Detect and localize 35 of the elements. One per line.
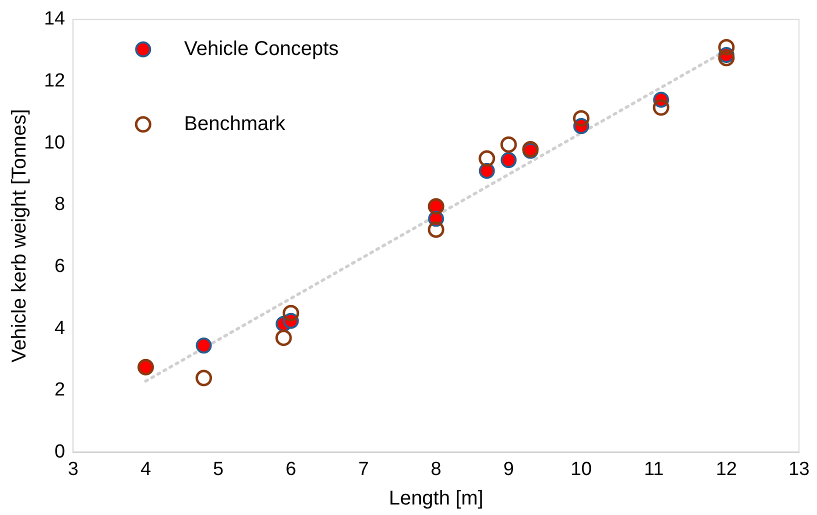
- y-axis-title: Vehicle kerb weight [Tonnes]: [8, 109, 31, 363]
- x-tick-label: 6: [286, 458, 296, 480]
- legend-label: Vehicle Concepts: [184, 38, 339, 60]
- point: [196, 370, 212, 386]
- point: [718, 50, 735, 66]
- x-tick-label: 4: [140, 458, 152, 480]
- point: [652, 99, 670, 116]
- y-tick-label: 4: [54, 318, 66, 339]
- legend-label: Benchmark: [184, 112, 286, 135]
- point: [196, 338, 212, 354]
- y-tick-label: 10: [44, 132, 66, 154]
- x-tick-label: 7: [358, 458, 369, 480]
- point: [282, 304, 300, 322]
- point: [500, 136, 517, 153]
- point: [428, 221, 444, 238]
- y-tick-label: 0: [54, 441, 66, 462]
- x-tick-label: 5: [213, 458, 224, 480]
- x-tick-label: 9: [503, 458, 514, 480]
- y-tick-label: 8: [54, 194, 66, 216]
- x-tick-label: 8: [430, 458, 442, 480]
- x-tick-label: 10: [570, 458, 592, 480]
- x-axis-title: Length [m]: [388, 488, 484, 510]
- point: [572, 110, 590, 127]
- y-tick-label: 14: [44, 8, 66, 30]
- point: [500, 152, 517, 168]
- x-tick-label: 13: [788, 458, 810, 480]
- point: [275, 330, 292, 346]
- x-tick-label: 3: [68, 458, 78, 480]
- x-tick-label: 11: [644, 458, 664, 480]
- y-tick-label: 6: [54, 256, 66, 277]
- y-tick-label: 12: [44, 70, 66, 92]
- point: [718, 38, 735, 56]
- y-tick-label: 2: [54, 380, 66, 401]
- point: [478, 150, 496, 167]
- x-tick-label: 12: [716, 458, 737, 480]
